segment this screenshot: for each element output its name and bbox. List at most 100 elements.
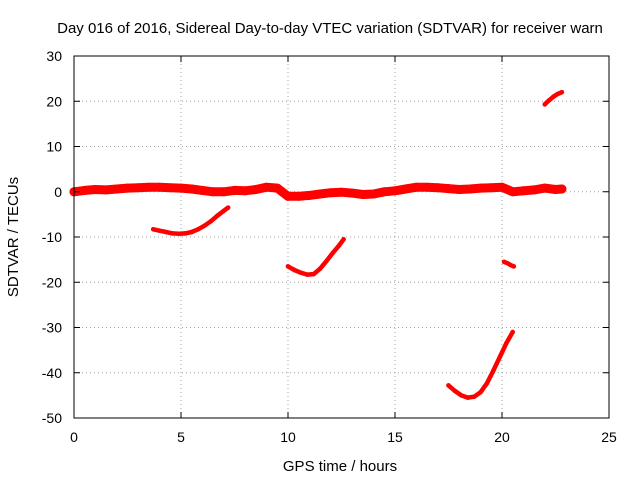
grid-lines: [74, 56, 609, 418]
x-tick-labels: 0 5 10 15 20 25: [70, 429, 617, 445]
data-point: [315, 189, 325, 199]
data-point: [294, 191, 304, 201]
data-point: [551, 185, 560, 194]
data-point: [551, 94, 556, 99]
data-point: [459, 393, 464, 398]
data-point: [446, 383, 451, 388]
data-point: [454, 185, 464, 194]
data-point: [165, 183, 175, 193]
data-point: [326, 188, 336, 198]
data-point: [80, 185, 90, 195]
series-1: [150, 205, 231, 237]
data-point: [540, 183, 550, 193]
data-point: [401, 184, 411, 194]
data-point: [262, 182, 272, 192]
data-point: [208, 218, 214, 224]
series-3: [446, 329, 515, 400]
series-5: [542, 89, 565, 107]
data-point: [504, 341, 509, 346]
data-point: [219, 187, 229, 197]
y-tick-label: -50: [42, 410, 62, 426]
data-point: [208, 187, 218, 197]
data-point: [411, 182, 421, 192]
data-point: [518, 186, 528, 196]
data-point: [358, 190, 368, 199]
data-point: [486, 183, 496, 193]
data-point: [324, 258, 329, 264]
series-line: [285, 237, 346, 277]
data-point: [555, 91, 560, 97]
data-point: [283, 191, 293, 201]
series-2: [285, 237, 346, 277]
x-axis-title: GPS time / hours: [283, 458, 397, 475]
data-point: [337, 242, 342, 248]
data-point: [189, 229, 194, 235]
data-point: [176, 183, 186, 193]
data-point: [133, 183, 143, 193]
data-point: [369, 189, 379, 199]
y-tick-label: -20: [42, 274, 62, 290]
data-point: [176, 231, 182, 237]
y-tick-label: -30: [42, 320, 62, 336]
data-point: [202, 223, 207, 228]
data-point: [305, 272, 310, 277]
data-point: [197, 185, 207, 195]
data-point: [508, 187, 518, 197]
data-point: [215, 213, 220, 218]
x-tick-label: 25: [601, 429, 617, 445]
data-point: [304, 190, 314, 200]
data-point: [187, 184, 197, 194]
data-point: [272, 183, 282, 193]
data-point: [292, 267, 297, 273]
data-point: [330, 250, 336, 256]
data-point: [144, 182, 154, 192]
plot-series: [69, 89, 567, 400]
data-point: [559, 89, 565, 95]
data-point: [311, 271, 316, 277]
y-tick-label: 10: [46, 139, 62, 155]
data-point: [195, 227, 201, 232]
data-point: [422, 182, 432, 192]
x-tick-label: 10: [280, 429, 296, 445]
data-point: [240, 186, 250, 196]
data-point: [90, 185, 100, 194]
x-tick-label: 15: [387, 429, 403, 445]
data-point: [478, 389, 483, 395]
y-tick-label: 0: [54, 184, 62, 200]
data-point: [251, 185, 261, 194]
data-point: [183, 231, 188, 236]
data-point: [101, 185, 111, 195]
data-point: [112, 184, 122, 194]
data-point: [542, 102, 548, 107]
data-point: [155, 182, 165, 192]
data-point: [390, 186, 400, 196]
data-point: [347, 188, 357, 198]
data-point: [465, 395, 471, 400]
data-point: [170, 231, 175, 236]
y-tick-label: 20: [46, 93, 62, 109]
data-point: [221, 208, 227, 214]
data-point: [123, 183, 132, 193]
data-point: [341, 237, 346, 242]
data-point: [557, 184, 567, 194]
data-point: [298, 270, 304, 275]
series-0: [69, 182, 567, 201]
data-point: [511, 264, 517, 269]
data-point: [433, 183, 443, 193]
axis-ticks: [73, 55, 610, 419]
y-tick-label: -10: [42, 229, 62, 245]
data-point: [285, 264, 291, 269]
data-point: [163, 229, 169, 235]
data-point: [484, 380, 490, 386]
data-point: [230, 185, 239, 195]
series-4: [501, 259, 517, 269]
y-tick-label: -40: [42, 365, 62, 381]
data-point: [225, 205, 231, 210]
data-point: [452, 388, 458, 394]
data-point: [497, 354, 503, 360]
data-point: [337, 187, 346, 197]
data-point: [471, 394, 477, 399]
x-tick-label: 5: [177, 429, 185, 445]
